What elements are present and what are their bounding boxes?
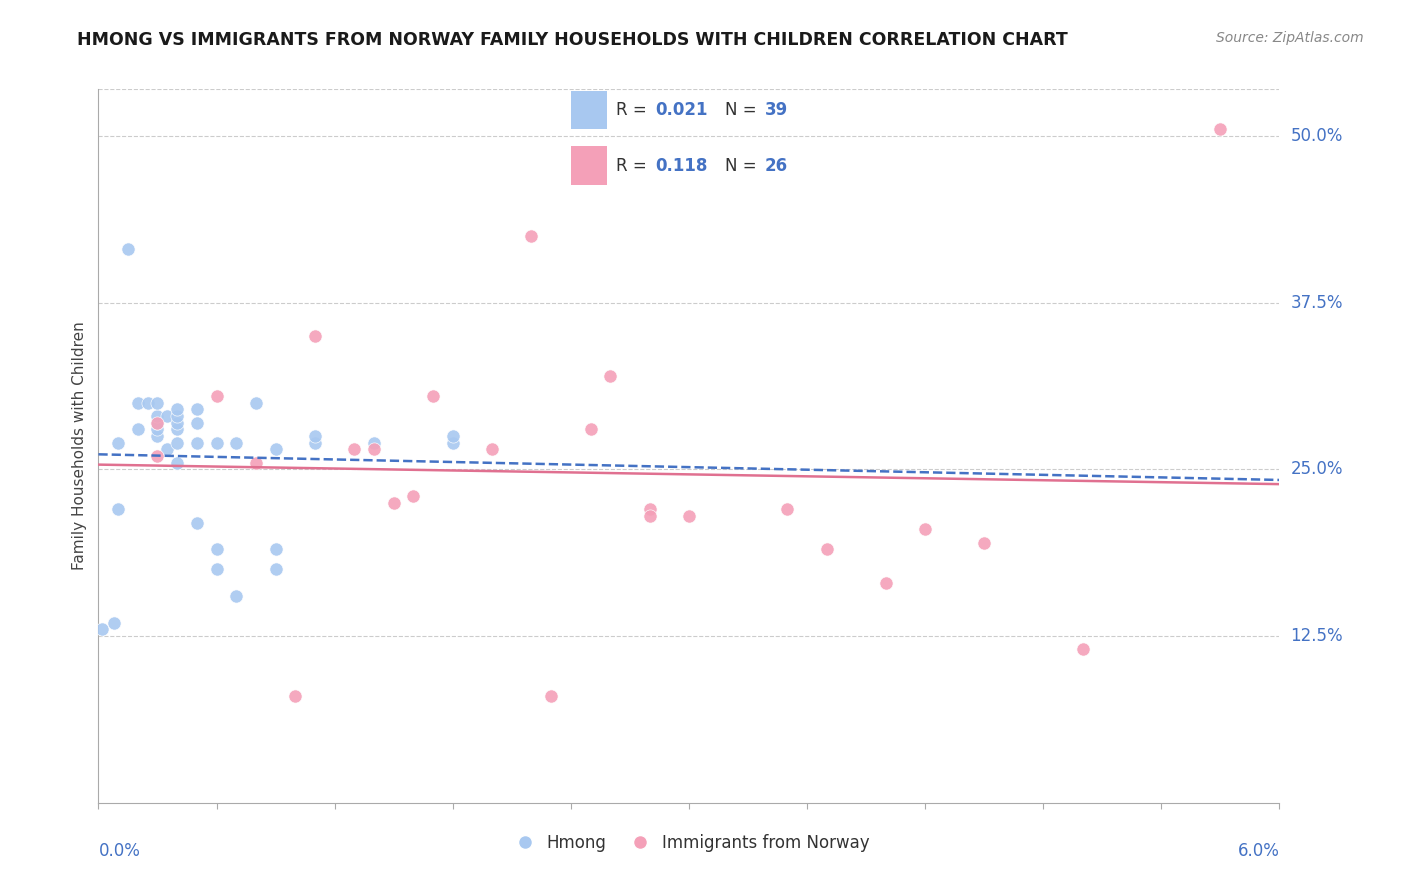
Point [146,409,169,423]
Point [156,442,179,457]
Text: Source: ZipAtlas.com: Source: ZipAtlas.com [1216,31,1364,45]
Point [127,395,149,409]
Text: R =: R = [616,101,652,119]
Text: 0.0%: 0.0% [98,842,141,860]
Text: 26: 26 [765,156,787,175]
Text: 37.5%: 37.5% [1291,293,1343,311]
Point [146,416,169,430]
Point [382,496,405,510]
Point [678,509,700,524]
Point [107,435,129,450]
Point [815,542,838,557]
Point [166,402,188,417]
Point [363,435,385,450]
Point [264,442,287,457]
Point [422,389,444,403]
Bar [571,91,607,129]
Point [304,435,326,450]
Point [146,429,169,443]
Point [304,329,326,343]
Text: 12.5%: 12.5% [1291,627,1343,645]
Point [205,389,228,403]
Point [973,535,995,549]
Point [402,489,425,503]
Point [245,456,267,470]
Point [103,615,125,630]
Text: 39: 39 [765,101,789,119]
Point [638,502,661,516]
Point [117,242,139,256]
Point [776,502,799,516]
Point [264,542,287,557]
Point [540,689,562,703]
Point [146,416,169,430]
Legend: Hmong, Immigrants from Norway: Hmong, Immigrants from Norway [502,828,876,859]
Point [914,522,936,536]
Point [166,435,188,450]
Point [166,416,188,430]
Point [638,509,661,524]
Point [146,395,169,409]
Point [441,429,464,443]
Point [441,435,464,450]
Point [264,562,287,576]
Text: N =: N = [725,101,762,119]
Point [205,542,228,557]
Point [205,435,228,450]
Point [107,502,129,516]
Point [1209,122,1232,136]
Point [146,449,169,463]
Point [91,623,114,637]
Point [136,395,159,409]
Point [363,442,385,457]
Point [186,435,208,450]
Point [205,562,228,576]
Text: 0.118: 0.118 [655,156,707,175]
Text: 25.0%: 25.0% [1291,460,1343,478]
Text: HMONG VS IMMIGRANTS FROM NORWAY FAMILY HOUSEHOLDS WITH CHILDREN CORRELATION CHAR: HMONG VS IMMIGRANTS FROM NORWAY FAMILY H… [77,31,1069,49]
Point [166,422,188,436]
Point [245,395,267,409]
Bar [571,146,607,185]
Point [146,422,169,436]
Point [1071,642,1094,657]
Point [599,368,621,383]
Point [284,689,307,703]
Text: 50.0%: 50.0% [1291,127,1343,145]
Point [225,589,247,603]
Text: 0.021: 0.021 [655,101,707,119]
Y-axis label: Family Households with Children: Family Households with Children [72,322,87,570]
Text: N =: N = [725,156,762,175]
Text: 6.0%: 6.0% [1237,842,1279,860]
Point [166,456,188,470]
Point [579,422,602,436]
Point [186,516,208,530]
Point [127,422,149,436]
Point [875,575,897,590]
Point [156,409,179,423]
Point [186,402,208,417]
Point [304,429,326,443]
Point [520,228,543,243]
Point [225,435,247,450]
Text: R =: R = [616,156,652,175]
Point [166,409,188,423]
Point [343,442,366,457]
Point [481,442,503,457]
Point [186,416,208,430]
